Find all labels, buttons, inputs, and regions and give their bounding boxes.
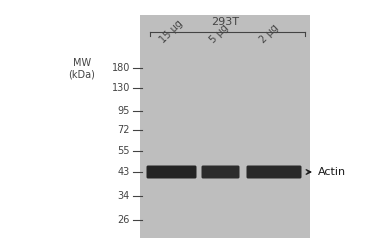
Text: 2 μg: 2 μg	[258, 22, 280, 45]
Text: 130: 130	[112, 83, 130, 93]
FancyBboxPatch shape	[147, 166, 196, 178]
Text: 15 μg: 15 μg	[158, 18, 185, 45]
FancyBboxPatch shape	[246, 166, 301, 178]
Text: 43: 43	[118, 167, 130, 177]
FancyBboxPatch shape	[201, 166, 239, 178]
Text: 72: 72	[117, 125, 130, 135]
Bar	[140, 15, 310, 238]
Text: 5 μg: 5 μg	[208, 22, 231, 45]
Text: 34: 34	[118, 191, 130, 201]
Text: 95: 95	[118, 106, 130, 116]
Text: 180: 180	[112, 63, 130, 73]
Text: 55: 55	[117, 146, 130, 156]
Text: 293T: 293T	[211, 17, 239, 27]
Text: Actin: Actin	[318, 167, 346, 177]
Text: 26: 26	[118, 215, 130, 225]
Text: MW
(kDa): MW (kDa)	[69, 58, 95, 80]
